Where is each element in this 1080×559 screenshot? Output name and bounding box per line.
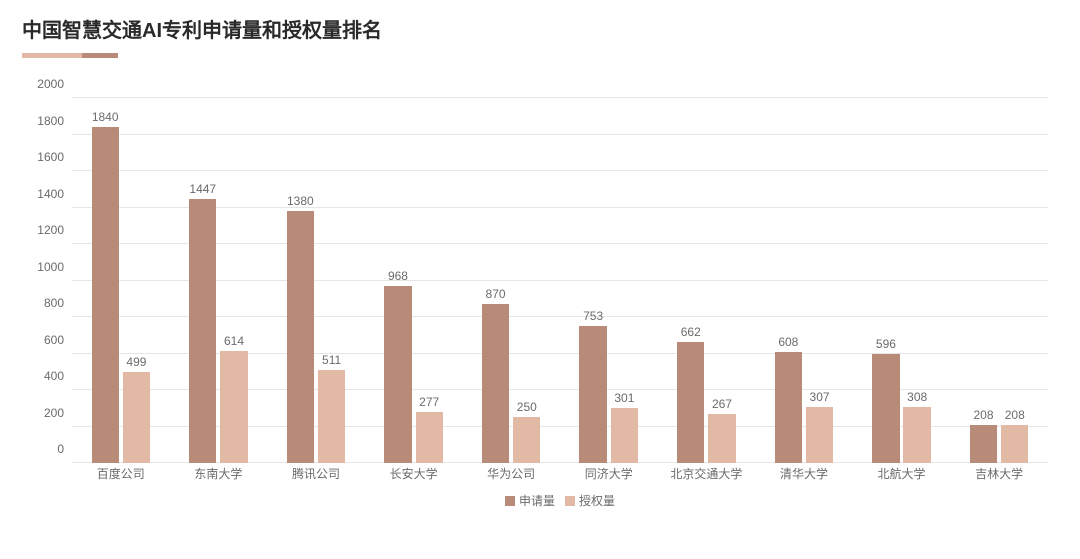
bar-applications (579, 326, 606, 463)
y-tick-label: 400 (44, 369, 72, 383)
value-label-grants: 277 (419, 395, 439, 409)
accent-segment-1 (22, 53, 82, 58)
value-label-grants: 614 (224, 334, 244, 348)
x-tick-label: 清华大学 (755, 465, 853, 485)
bar-group: 1447 614 (170, 98, 268, 463)
bar-applications (775, 352, 802, 463)
bar-group: 608 307 (755, 98, 853, 463)
y-tick-label: 1600 (37, 150, 72, 164)
bar-group: 753 301 (560, 98, 658, 463)
x-axis-labels: 百度公司东南大学腾讯公司长安大学华为公司同济大学北京交通大学清华大学北航大学吉林… (72, 465, 1048, 485)
y-tick-label: 1000 (37, 260, 72, 274)
value-label-applications: 596 (876, 337, 896, 351)
value-label-grants: 308 (907, 390, 927, 404)
bar-applications (677, 342, 704, 463)
x-tick-label: 长安大学 (365, 465, 463, 485)
bar-group: 870 250 (462, 98, 560, 463)
bar-applications (189, 199, 216, 463)
bar-grants (416, 412, 443, 463)
bar-group: 662 267 (658, 98, 756, 463)
bar-applications (482, 304, 509, 463)
chart-area: 0200400600800100012001400160018002000184… (72, 98, 1048, 513)
value-label-grants: 250 (517, 400, 537, 414)
bar-applications (384, 286, 411, 463)
y-tick-label: 1400 (37, 187, 72, 201)
legend-swatch-applications (505, 496, 515, 506)
x-tick-label: 吉林大学 (950, 465, 1048, 485)
title-accent (22, 53, 1058, 58)
x-tick-label: 东南大学 (170, 465, 268, 485)
value-label-applications: 208 (974, 408, 994, 422)
bar-group: 1380 511 (267, 98, 365, 463)
value-label-grants: 267 (712, 397, 732, 411)
x-tick-label: 北京交通大学 (658, 465, 756, 485)
legend-item-grants: 授权量 (565, 492, 615, 509)
y-tick-label: 200 (44, 406, 72, 420)
x-tick-label: 华为公司 (462, 465, 560, 485)
bar-applications (872, 354, 899, 463)
value-label-grants: 307 (810, 390, 830, 404)
bar-grants (513, 417, 540, 463)
x-tick-label: 腾讯公司 (267, 465, 365, 485)
bar-applications (287, 211, 314, 463)
bar-group: 208 208 (950, 98, 1048, 463)
bar-grants (903, 407, 930, 463)
value-label-applications: 870 (486, 287, 506, 301)
legend-item-applications: 申请量 (505, 492, 555, 509)
x-tick-label: 百度公司 (72, 465, 170, 485)
bar-group: 1840 499 (72, 98, 170, 463)
legend-swatch-grants (565, 496, 575, 506)
value-label-applications: 968 (388, 269, 408, 283)
bar-grants (1001, 425, 1028, 463)
legend: 申请量 授权量 (72, 492, 1048, 509)
bar-grants (708, 414, 735, 463)
bar-applications (970, 425, 997, 463)
y-tick-label: 1200 (37, 223, 72, 237)
bar-group: 596 308 (853, 98, 951, 463)
value-label-applications: 753 (583, 309, 603, 323)
bar-grants (123, 372, 150, 463)
value-label-applications: 1447 (189, 182, 216, 196)
plot-region: 0200400600800100012001400160018002000184… (72, 98, 1048, 463)
x-tick-label: 北航大学 (853, 465, 951, 485)
value-label-grants: 208 (1005, 408, 1025, 422)
bar-grants (220, 351, 247, 463)
y-tick-label: 800 (44, 296, 72, 310)
value-label-applications: 608 (778, 335, 798, 349)
x-tick-label: 同济大学 (560, 465, 658, 485)
bar-group: 968 277 (365, 98, 463, 463)
y-tick-label: 600 (44, 333, 72, 347)
value-label-applications: 662 (681, 325, 701, 339)
value-label-applications: 1380 (287, 194, 314, 208)
accent-segment-2 (82, 53, 118, 58)
legend-label-grants: 授权量 (579, 492, 615, 509)
value-label-grants: 499 (126, 355, 146, 369)
bar-grants (318, 370, 345, 463)
bars-container: 1840 499 1447 614 1380 511 968 277 870 250 753 301 6… (72, 98, 1048, 463)
value-label-grants: 301 (614, 391, 634, 405)
value-label-applications: 1840 (92, 110, 119, 124)
bar-grants (806, 407, 833, 463)
y-tick-label: 0 (57, 442, 72, 456)
value-label-grants: 511 (322, 353, 341, 367)
bar-grants (611, 408, 638, 463)
y-tick-label: 2000 (37, 77, 72, 91)
bar-applications (92, 127, 119, 463)
legend-label-applications: 申请量 (519, 492, 555, 509)
chart-title: 中国智慧交通AI专利申请量和授权量排名 (22, 14, 1058, 43)
y-tick-label: 1800 (37, 114, 72, 128)
